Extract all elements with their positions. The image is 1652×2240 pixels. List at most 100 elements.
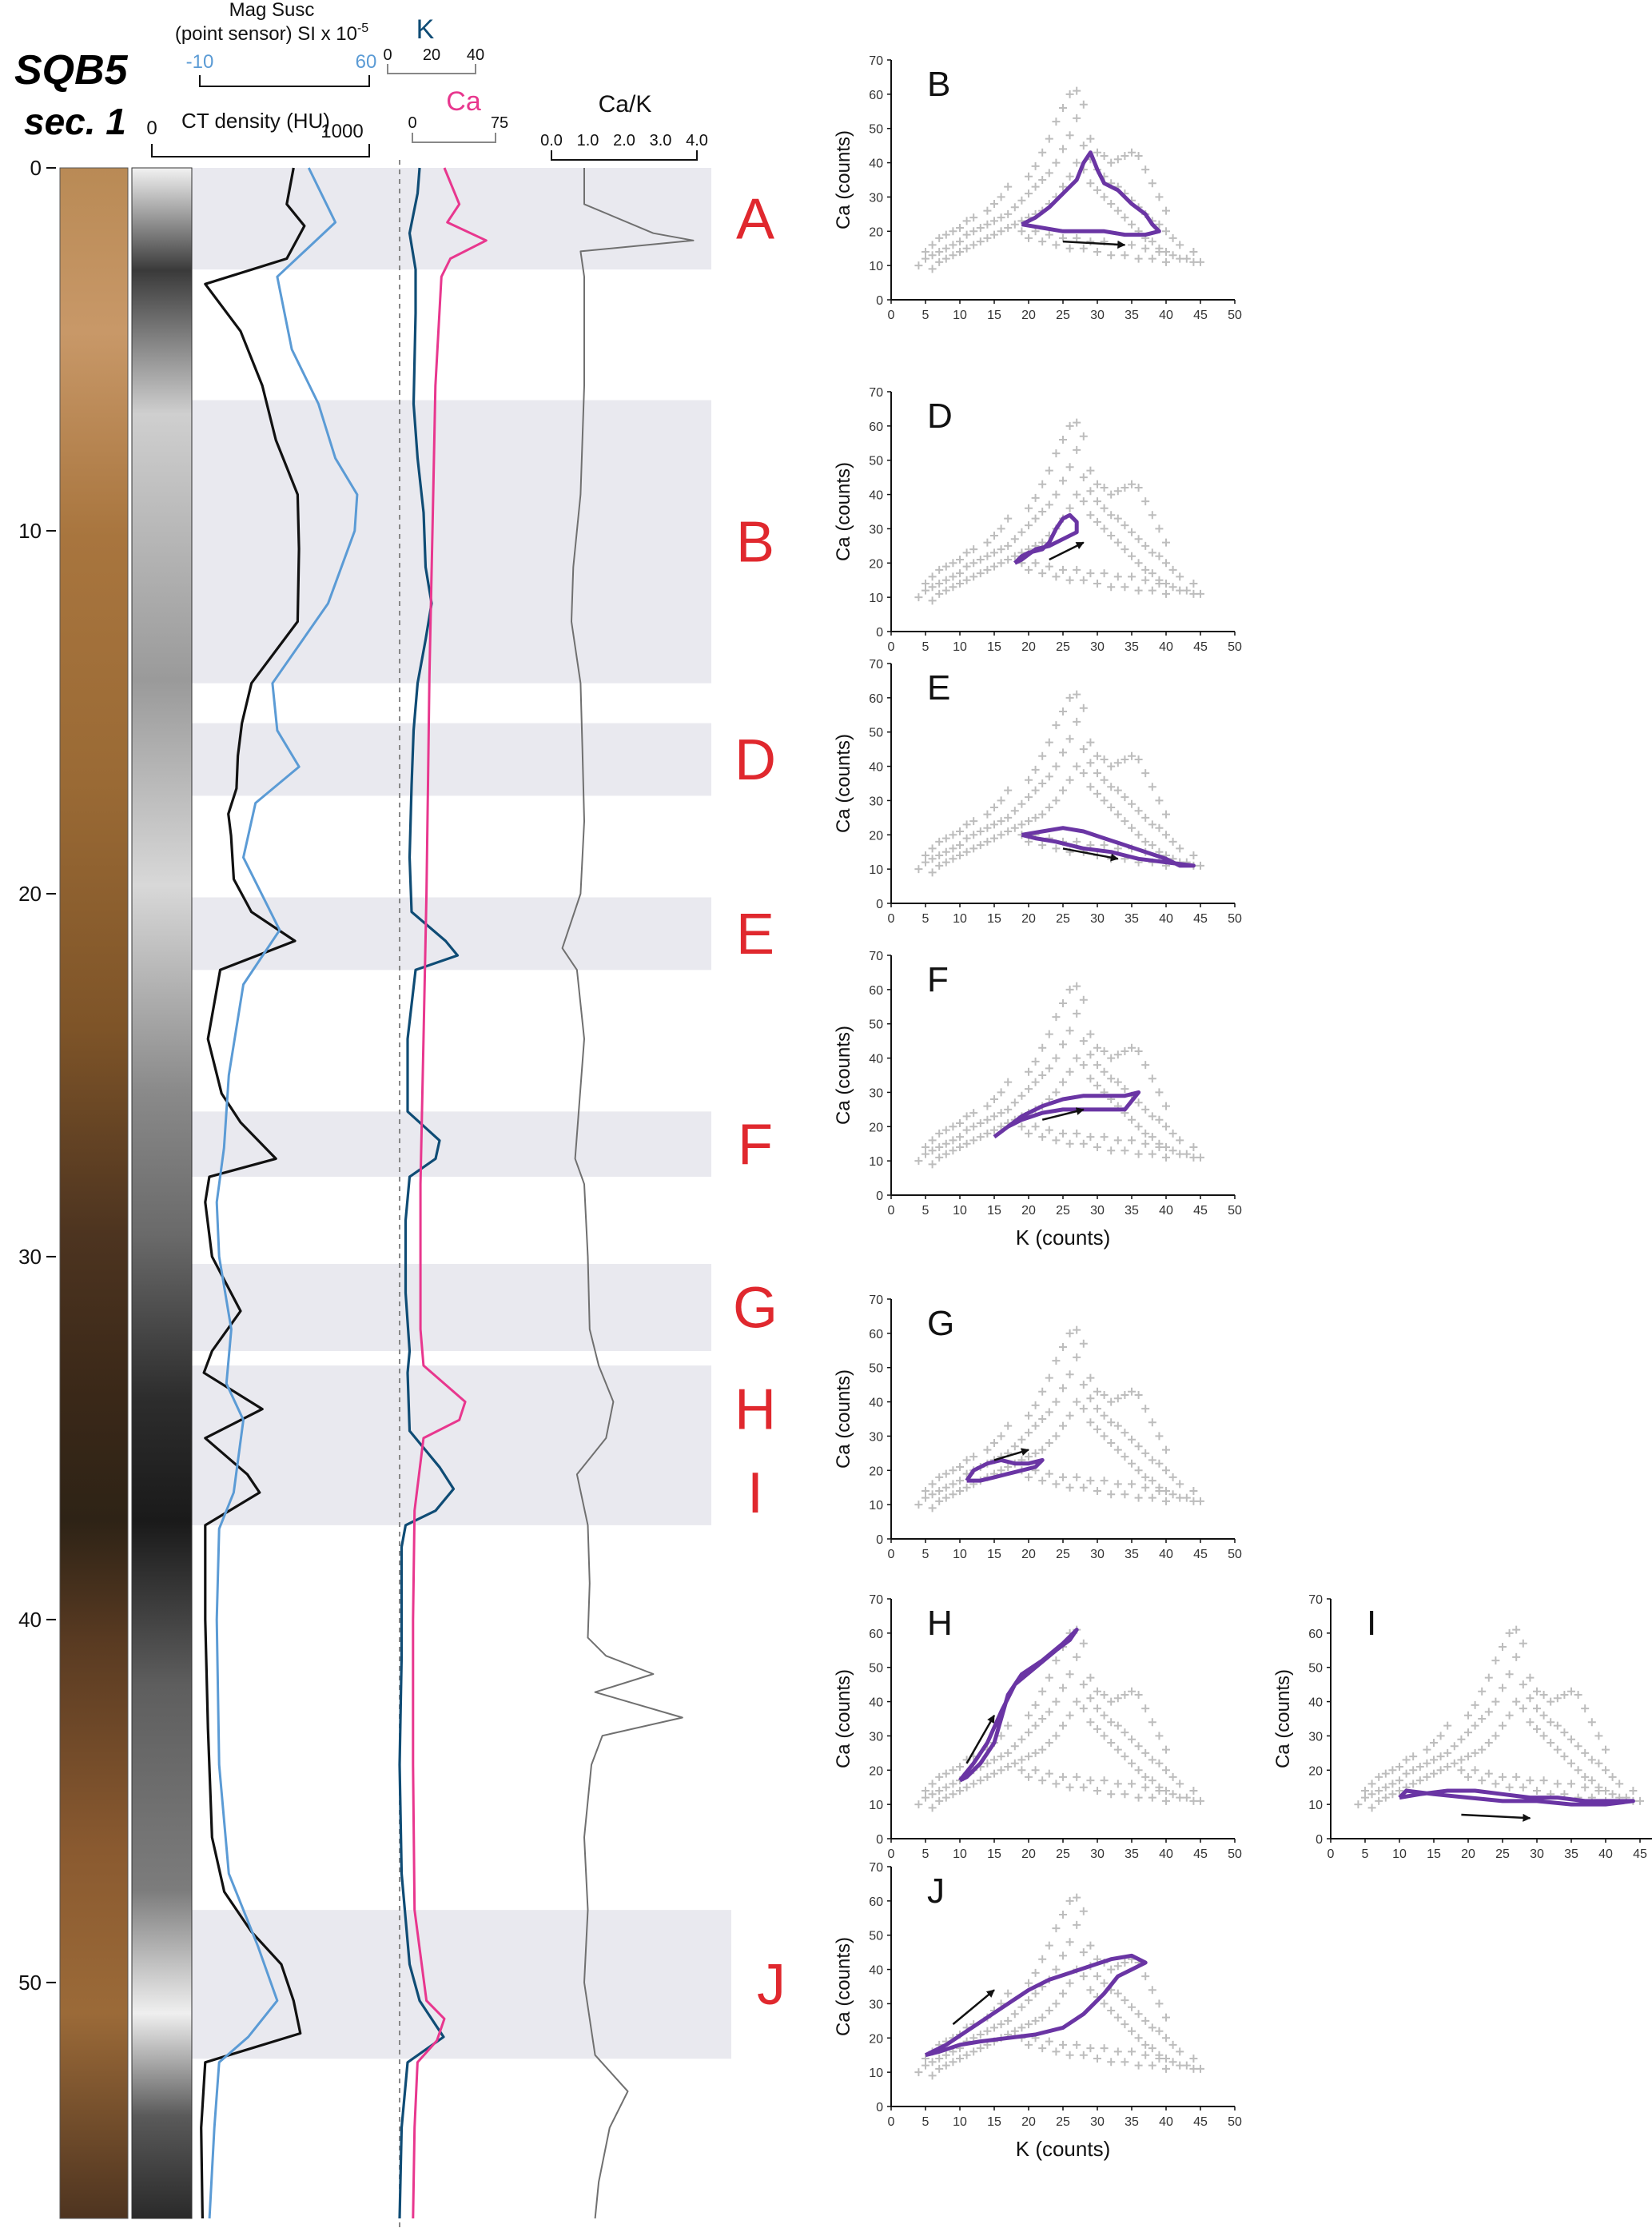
x-tick-label: 40 bbox=[1159, 640, 1173, 654]
background-point bbox=[1004, 2016, 1013, 2025]
background-point bbox=[1100, 569, 1109, 578]
x-tick-label: 25 bbox=[1056, 1847, 1070, 1861]
background-point bbox=[1010, 535, 1019, 544]
background-point bbox=[1086, 1718, 1095, 1727]
background-point bbox=[928, 596, 937, 605]
x-tick-label: 40 bbox=[1159, 912, 1173, 926]
background-point bbox=[1059, 786, 1067, 795]
background-point bbox=[1031, 813, 1040, 822]
background-point bbox=[1086, 1030, 1095, 1038]
background-point bbox=[941, 1139, 950, 1148]
scatter-panel-g: 0 10 20 30 40 50 60 70 0 5 10 15 20 25 30 35 40 45 50 Ca (c… bbox=[833, 1293, 1242, 1561]
background-point bbox=[941, 244, 950, 253]
x-tick-label: 35 bbox=[1125, 2115, 1139, 2129]
background-point bbox=[1533, 1724, 1541, 1733]
background-point bbox=[1059, 1721, 1067, 1730]
background-point bbox=[1162, 1766, 1170, 1775]
background-point bbox=[1141, 1129, 1150, 1138]
background-point bbox=[1038, 1477, 1047, 1485]
y-tick-label: 0 bbox=[876, 898, 883, 911]
y-tick-label: 30 bbox=[869, 523, 883, 536]
ct-header-label: CT density (HU) bbox=[181, 109, 330, 133]
zone-label-g: G bbox=[733, 1277, 778, 1341]
background-point bbox=[1065, 1329, 1074, 1337]
background-point bbox=[941, 254, 950, 263]
background-point bbox=[1162, 589, 1170, 598]
background-point bbox=[1073, 1009, 1081, 1018]
background-point bbox=[1168, 2040, 1177, 2049]
background-point bbox=[1512, 1772, 1521, 1781]
background-point bbox=[1059, 565, 1067, 574]
background-point bbox=[1155, 1487, 1164, 1495]
background-point bbox=[997, 796, 1005, 805]
background-point bbox=[1065, 1370, 1074, 1379]
background-point bbox=[1196, 589, 1204, 598]
background-point bbox=[1004, 1763, 1013, 1771]
background-point bbox=[990, 1112, 998, 1121]
background-point bbox=[1141, 165, 1150, 174]
background-point bbox=[1155, 1787, 1164, 1795]
background-point bbox=[1059, 182, 1067, 191]
x-tick-label: 45 bbox=[1193, 2115, 1208, 2129]
y-tick-label: 40 bbox=[869, 761, 883, 775]
background-point bbox=[1168, 1490, 1177, 1499]
background-point bbox=[1196, 2064, 1204, 2073]
background-point bbox=[1065, 463, 1074, 472]
background-point bbox=[1045, 169, 1053, 177]
background-point bbox=[1045, 1439, 1053, 1447]
background-point bbox=[1010, 823, 1019, 832]
background-point bbox=[969, 1122, 978, 1131]
background-point bbox=[962, 217, 971, 225]
x-tick-label: 50 bbox=[1228, 912, 1242, 926]
background-point bbox=[956, 248, 964, 256]
background-point bbox=[1176, 1150, 1184, 1158]
background-point bbox=[928, 1490, 937, 1499]
background-point bbox=[983, 2027, 992, 2035]
background-point bbox=[941, 586, 950, 595]
background-point bbox=[914, 593, 923, 602]
background-point bbox=[1045, 1373, 1053, 1382]
background-point bbox=[1045, 1469, 1053, 1478]
background-point bbox=[1100, 504, 1109, 512]
background-point bbox=[1025, 521, 1033, 530]
background-point bbox=[1176, 254, 1184, 263]
depth-tick-label: 30 bbox=[18, 1245, 42, 1269]
background-point bbox=[941, 2051, 950, 2059]
background-point bbox=[1107, 251, 1116, 260]
background-point bbox=[956, 841, 964, 850]
background-point bbox=[1519, 1680, 1527, 1689]
background-point bbox=[1141, 1704, 1150, 1713]
background-point bbox=[1052, 1965, 1061, 1974]
x-tick-label: 30 bbox=[1090, 1847, 1105, 1861]
background-point bbox=[1162, 248, 1170, 256]
background-point bbox=[1113, 2013, 1122, 2022]
k-header-tick: 20 bbox=[423, 46, 440, 64]
background-point bbox=[1182, 1150, 1191, 1158]
background-point bbox=[1162, 538, 1170, 547]
background-point bbox=[1457, 1766, 1466, 1775]
background-point bbox=[1031, 1421, 1040, 1430]
background-point bbox=[1052, 118, 1061, 126]
background-point bbox=[1093, 1081, 1101, 1090]
background-point bbox=[1128, 552, 1136, 560]
background-point bbox=[941, 1126, 950, 1134]
background-point bbox=[1128, 2047, 1136, 2056]
x-axis-label: K (counts) bbox=[1016, 2137, 1111, 2161]
background-point bbox=[1121, 1691, 1129, 1699]
depth-tick-label: 20 bbox=[18, 882, 42, 906]
background-point bbox=[1375, 1772, 1383, 1781]
background-point bbox=[1141, 1483, 1150, 1492]
background-point bbox=[1052, 1697, 1061, 1706]
background-point bbox=[928, 868, 937, 877]
background-point bbox=[1107, 1790, 1116, 1799]
background-point bbox=[1162, 2055, 1170, 2063]
mag-susc-label-line2: (point sensor) SI x 10-5 bbox=[175, 22, 368, 45]
background-point bbox=[1196, 1153, 1204, 1162]
background-point bbox=[1086, 1394, 1095, 1403]
background-point bbox=[1093, 751, 1101, 760]
background-point bbox=[1010, 1742, 1019, 1751]
background-point bbox=[990, 834, 998, 843]
background-point bbox=[1045, 1126, 1053, 1134]
y-tick-label: 20 bbox=[869, 1764, 883, 1778]
background-point bbox=[1450, 1742, 1459, 1751]
